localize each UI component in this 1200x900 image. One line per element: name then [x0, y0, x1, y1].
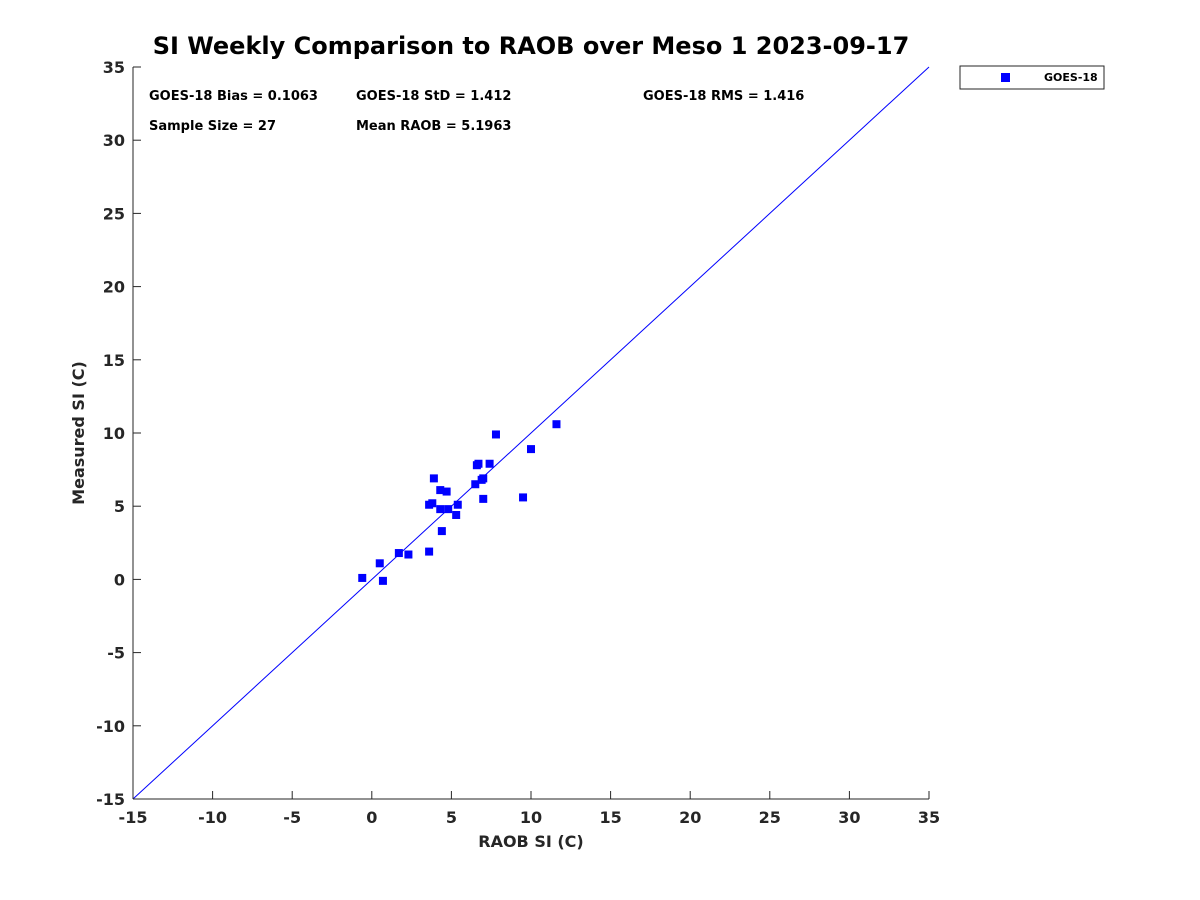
stat-rms: GOES-18 RMS = 1.416	[643, 89, 804, 104]
x-tick-label: 15	[599, 808, 621, 827]
data-point	[436, 505, 445, 514]
stat-mean-raob: Mean RAOB = 5.1963	[356, 119, 511, 134]
data-point	[453, 500, 462, 509]
data-point	[425, 547, 434, 556]
data-point	[444, 505, 453, 514]
x-tick-label: 20	[679, 808, 701, 827]
stat-sample-size: Sample Size = 27	[149, 119, 276, 134]
data-point	[358, 573, 367, 582]
one-to-one-line	[132, 66, 930, 800]
data-point	[442, 487, 451, 496]
y-tick-label: 20	[103, 278, 125, 297]
data-point	[474, 459, 483, 468]
x-tick-label: 10	[520, 808, 542, 827]
y-tick-label: 5	[114, 497, 125, 516]
data-point	[491, 430, 500, 439]
legend-box	[959, 65, 1105, 90]
data-point	[479, 494, 488, 503]
data-point	[437, 527, 446, 536]
legend: GOES-18	[959, 65, 1105, 90]
data-points	[358, 420, 561, 585]
stat-std: GOES-18 StD = 1.412	[356, 89, 511, 104]
x-tick-label: 5	[446, 808, 457, 827]
legend-marker-square	[1001, 73, 1010, 82]
y-tick-label: 15	[103, 351, 125, 370]
y-tick-label: 35	[103, 58, 125, 77]
y-tick-label: -15	[96, 790, 125, 809]
data-point	[471, 480, 480, 489]
data-point	[552, 420, 561, 429]
data-point	[429, 474, 438, 483]
data-point	[452, 510, 461, 519]
data-point	[428, 499, 437, 508]
x-tick-label: 0	[366, 808, 377, 827]
y-tick-label: 0	[114, 570, 125, 589]
x-tick-label: 25	[759, 808, 781, 827]
y-axis-ticks: -15 -10 -5 0 5 10 15 20 25 30 35	[96, 58, 141, 809]
legend-label: GOES-18	[1044, 71, 1098, 84]
data-point	[519, 493, 528, 502]
x-tick-label: -10	[198, 808, 227, 827]
plot-area: -15 -10 -5 0 5 10 15 20 25 30 35 -15 -10 -5 0 5 10 15 20 2…	[96, 58, 940, 827]
x-tick-label: 30	[838, 808, 860, 827]
y-tick-label: 30	[103, 131, 125, 150]
y-tick-label: -5	[107, 644, 125, 663]
y-tick-label: 25	[103, 204, 125, 223]
y-tick-label: -10	[96, 717, 125, 736]
data-point	[394, 549, 403, 558]
data-point	[479, 474, 488, 483]
x-axis-label: RAOB SI (C)	[478, 832, 583, 851]
data-point	[378, 576, 387, 585]
y-tick-label: 10	[103, 424, 125, 443]
data-point	[485, 459, 494, 468]
data-point	[436, 486, 445, 495]
chart-title: SI Weekly Comparison to RAOB over Meso 1…	[153, 32, 910, 60]
x-axis-ticks: -15 -10 -5 0 5 10 15 20 25 30 35	[119, 791, 940, 827]
data-point	[404, 550, 413, 559]
y-axis-label: Measured SI (C)	[69, 361, 88, 505]
x-tick-label: -15	[119, 808, 148, 827]
x-tick-label: -5	[283, 808, 301, 827]
x-tick-label: 35	[918, 808, 940, 827]
data-point	[375, 559, 384, 568]
stat-bias: GOES-18 Bias = 0.1063	[149, 89, 318, 104]
data-point	[527, 445, 535, 454]
